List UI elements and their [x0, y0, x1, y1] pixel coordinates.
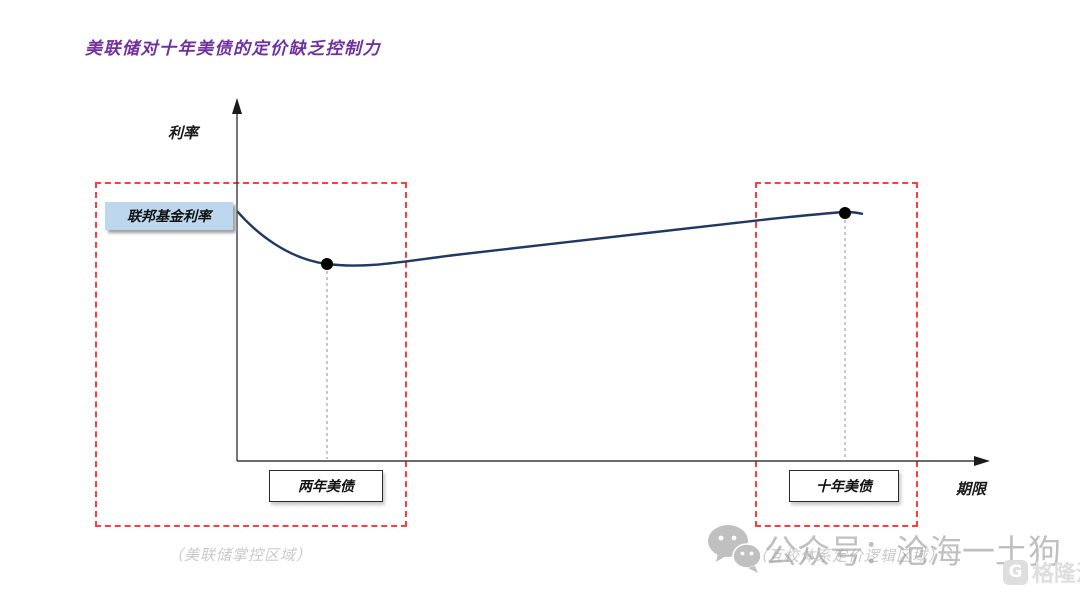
left-region-caption: （美联储掌控区域）: [168, 546, 313, 564]
y-axis-arrow-icon: [232, 98, 242, 114]
gelonghui-logo: G 格隆汇: [1003, 556, 1080, 588]
fed-controlled-region-box: [95, 182, 407, 527]
market-priced-region-box: [755, 182, 918, 527]
ten-year-treasury-label: 十年美债: [789, 470, 899, 502]
fed-funds-rate-label: 联邦基金利率: [105, 202, 233, 230]
gelonghui-logo-icon: G: [1003, 559, 1028, 585]
wechat-icon: [708, 525, 762, 573]
x-axis-arrow-icon: [974, 456, 990, 466]
page-title: 美联储对十年美债的定价缺乏控制力: [85, 39, 381, 59]
x-axis-title: 期限: [956, 480, 987, 498]
right-region-caption: （互校体系定价逻辑区域）: [752, 547, 945, 565]
two-year-treasury-label: 两年美债: [269, 470, 383, 502]
gelonghui-logo-text: 格隆汇: [1032, 562, 1080, 587]
y-axis-title: 利率: [168, 124, 199, 142]
